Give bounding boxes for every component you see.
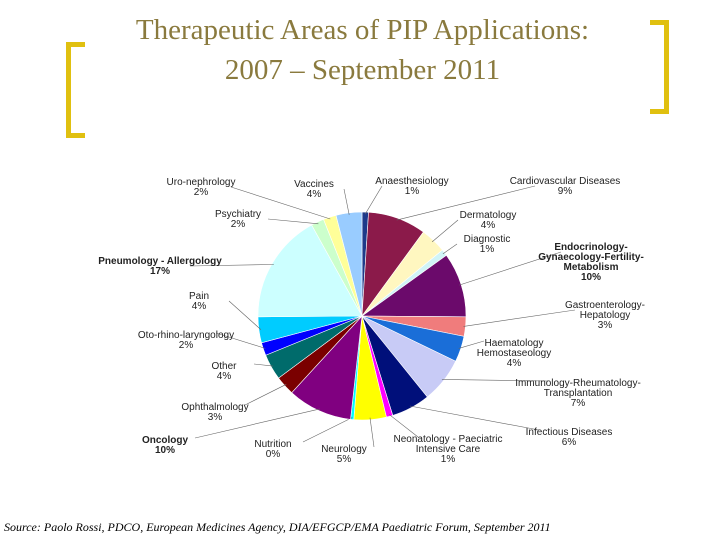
slice-label-line: 4%	[481, 220, 496, 231]
leader-line	[396, 185, 536, 221]
slice-label: Diagnostic 1%	[464, 234, 511, 255]
slice-label-line: Gynaecology-Fertility-	[538, 252, 644, 263]
slice-label: Vaccines 4%	[294, 179, 334, 200]
slice-label-line: 4%	[307, 189, 322, 200]
slice-label-line: Haematology	[485, 338, 544, 349]
leader-line	[215, 332, 266, 349]
slice-label-line: 0%	[266, 449, 281, 460]
slice-label: Oto-rhino-laryngology 2%	[138, 330, 234, 351]
slice-label: Cardiovascular Diseases 9%	[510, 176, 621, 197]
slice-label-line: 4%	[192, 301, 207, 312]
slice-label-line: 10%	[581, 272, 601, 283]
leader-line	[302, 417, 353, 443]
slice-label: Neonatology - Paeciatric Intensive Care 1%	[394, 434, 503, 465]
slice-label-line: Infectious Diseases	[526, 427, 613, 438]
slice-label: Uro-nephrology 2%	[167, 177, 236, 198]
leader-line	[441, 379, 549, 382]
slice-label-line: 2%	[179, 340, 194, 351]
slice-label-line: 1%	[480, 244, 495, 255]
pie-slice	[257, 224, 363, 318]
slice-label-line: Nutrition	[254, 439, 291, 450]
slice-label-line: Hemostaseology	[477, 348, 551, 359]
leader-line	[194, 408, 320, 439]
slice-label-line: 5%	[337, 454, 352, 465]
slice-label: Ophthalmology 3%	[181, 402, 248, 423]
slice-label-line: Oncology	[142, 435, 189, 446]
slice-label-line: 17%	[150, 266, 170, 277]
slice-label-line: 3%	[208, 412, 223, 423]
leader-line	[369, 417, 375, 448]
slice-label-line: 4%	[217, 371, 232, 382]
slice-label-line: Ophthalmology	[181, 402, 248, 413]
right-bracket-decoration	[650, 20, 669, 114]
slice-label: Neurology 5%	[321, 444, 367, 465]
slice-label-line: Immunology-Rheumatology-	[515, 378, 641, 389]
leader-line	[343, 188, 350, 215]
leader-line	[409, 405, 540, 431]
slice-label-line: Endocrinology-	[554, 242, 627, 253]
slice-label-line: Gastroenterology-	[565, 300, 645, 311]
leader-line	[244, 384, 287, 406]
slice-label: Pain 4%	[189, 291, 209, 312]
slice-label: Haematology Hemostaseology 4%	[477, 338, 551, 369]
slice-label-line: Uro-nephrology	[167, 177, 236, 188]
slice-label-line: 6%	[562, 437, 577, 448]
slice-label-line: 3%	[598, 320, 613, 331]
slice-label-line: 2%	[194, 187, 209, 198]
slice-label: Psychiatry 2%	[215, 209, 261, 230]
page-title: Therapeutic Areas of PIP Applications: 2…	[90, 10, 635, 90]
title-line-2: 2007 – September 2011	[224, 54, 501, 86]
slice-label: Immunology-Rheumatology-Transplantation 7…	[515, 378, 641, 409]
leader-line	[458, 340, 485, 349]
leader-line	[253, 363, 274, 367]
slice-label-line: 10%	[155, 445, 175, 456]
slice-label: Gastroenterology-Hepatology 3%	[565, 300, 645, 331]
slice-label-line: Transplantation	[544, 388, 613, 399]
slice-label: Oncology 10%	[142, 435, 189, 456]
source-caption: Source: Paolo Rossi, PDCO, European Medi…	[4, 520, 551, 534]
slice-label: Dermatology 4%	[460, 210, 517, 231]
slice-label-line: Cardiovascular Diseases	[510, 176, 621, 187]
slice-label-line: Neonatology - Paeciatric	[394, 434, 503, 445]
slice-label-line: Anaesthesiology	[375, 176, 448, 187]
leader-line	[230, 186, 331, 220]
slice-label-line: 1%	[405, 186, 420, 197]
leader-line	[189, 264, 274, 267]
slice-label: Endocrinology-Gynaecology-Fertility-Meta…	[538, 242, 644, 283]
slice-label-line: Psychiatry	[215, 209, 261, 220]
slice-label: Pneumology - Allergology 17%	[98, 256, 222, 277]
slice-label: Infectious Diseases 6%	[526, 427, 613, 448]
slice-label-line: Pain	[189, 291, 209, 302]
slice-label: Anaesthesiology 1%	[375, 176, 448, 197]
slice-label-line: Other	[211, 361, 237, 372]
slice-label-line: 4%	[507, 358, 522, 369]
leader-line	[463, 309, 576, 327]
slice-label-line: Dermatology	[460, 210, 517, 221]
leader-line	[228, 300, 262, 330]
slice-label-line: Diagnostic	[464, 234, 511, 245]
slice-label-line: 9%	[558, 186, 573, 197]
leader-line	[267, 218, 319, 225]
slice-label-line: Vaccines	[294, 179, 334, 190]
slice-label-line: 7%	[571, 398, 586, 409]
left-bracket-decoration	[66, 42, 85, 138]
slice-label-line: Hepatology	[580, 310, 631, 321]
leader-line	[388, 414, 419, 438]
title-line-1: Therapeutic Areas of PIP Applications:	[135, 14, 590, 46]
leader-line	[431, 219, 459, 243]
slice-label-line: Intensive Care	[416, 444, 481, 455]
leader-line	[459, 251, 562, 286]
slice-label-line: Pneumology - Allergology	[98, 256, 222, 267]
leader-line	[442, 243, 458, 255]
slice-label: Other 4%	[211, 361, 237, 382]
slice-label-line: Oto-rhino-laryngology	[138, 330, 234, 341]
slice-label-line: 1%	[441, 454, 456, 465]
slice-label-line: 2%	[231, 219, 246, 230]
slice-label-line: Neurology	[321, 444, 367, 455]
leader-line	[364, 185, 383, 215]
slice-label: Nutrition 0%	[254, 439, 291, 460]
slice-label-line: Metabolism	[563, 262, 618, 273]
